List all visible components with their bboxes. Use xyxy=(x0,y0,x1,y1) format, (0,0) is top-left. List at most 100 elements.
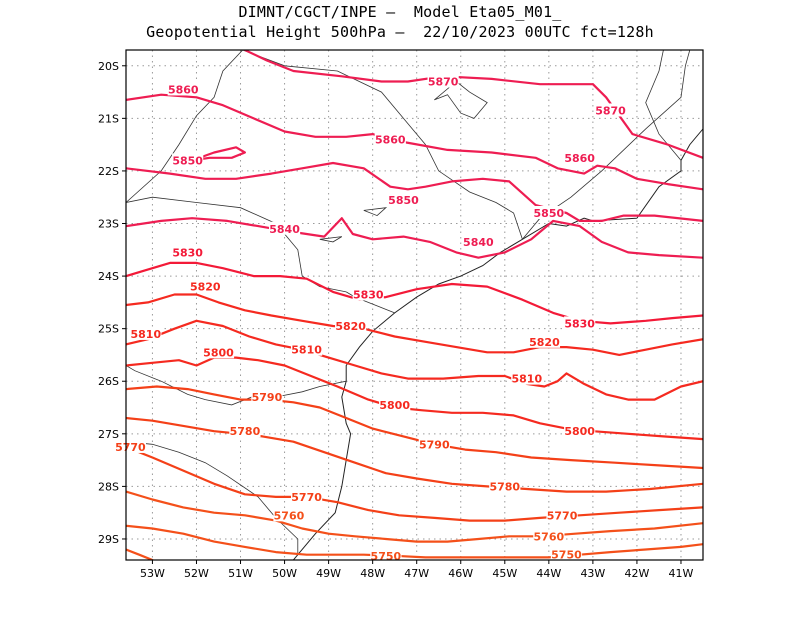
y-tick-label: 21S xyxy=(98,112,119,125)
axis-ticks: 53W 52W 51W 50W 49W 48W 47W 46W 45W 44W 43W 42W 41W 2… xyxy=(98,60,694,580)
contour-label: 5850 xyxy=(388,194,419,207)
contour-label-background xyxy=(594,103,627,117)
contour-label: 5830 xyxy=(564,317,595,330)
contour-label: 5860 xyxy=(168,83,199,96)
contour-line-5830 xyxy=(126,261,703,325)
contour-line-5860 xyxy=(126,93,703,191)
y-tick-label: 28S xyxy=(98,480,119,493)
contour-label: 5840 xyxy=(269,223,300,236)
contour-label: 5860 xyxy=(375,133,406,146)
contour-line-5850 xyxy=(126,161,703,222)
contour-label-background xyxy=(290,342,323,356)
contour-label-background xyxy=(387,192,420,206)
contour-label-background xyxy=(564,424,596,438)
x-tick-label: 47W xyxy=(404,567,429,580)
contour-label-background xyxy=(374,132,406,146)
contour-label-background xyxy=(533,205,565,219)
x-tick-label: 41W xyxy=(669,567,694,580)
state-border xyxy=(126,365,347,406)
x-tick-label: 52W xyxy=(184,567,209,580)
contour-label: 5770 xyxy=(547,509,578,522)
x-tick-label: 49W xyxy=(316,567,341,580)
contour-line-5760 xyxy=(126,490,703,543)
contour-label: 5770 xyxy=(115,441,146,454)
contour-label-background xyxy=(489,479,521,493)
contour-label: 5810 xyxy=(512,373,543,386)
contour-label-background xyxy=(290,489,323,503)
contour-line-5840 xyxy=(126,217,703,259)
contour-label-background xyxy=(202,345,235,359)
reservoir-outline xyxy=(363,207,388,217)
contour-label-background xyxy=(273,508,305,522)
state-border xyxy=(645,50,682,161)
contour-label-background xyxy=(352,287,384,301)
y-tick-label: 26S xyxy=(98,375,119,388)
contour-label: 5870 xyxy=(428,76,459,89)
state-border xyxy=(126,441,299,555)
x-tick-label: 53W xyxy=(140,567,165,580)
y-tick-label: 24S xyxy=(98,270,119,283)
contour-label: 5760 xyxy=(534,530,565,543)
contour-label: 5850 xyxy=(534,207,565,220)
contour-label-background xyxy=(564,316,596,330)
contour-label: 5750 xyxy=(371,550,402,563)
contour-label: 5760 xyxy=(274,509,305,522)
state-border xyxy=(242,50,523,240)
chart-title-line-1: DIMNT/CGCT/INPE – Model Eta05_M01_ xyxy=(238,3,562,21)
state-border xyxy=(126,196,347,293)
contour-label-background xyxy=(229,424,261,438)
y-tick-label: 22S xyxy=(98,165,119,178)
contour-label: 5810 xyxy=(131,328,162,341)
plot-frame xyxy=(125,49,704,561)
contour-line-5750 xyxy=(126,548,154,560)
contour-label: 5810 xyxy=(291,344,322,357)
contour-line-5810 xyxy=(126,319,703,401)
contour-line-5790 xyxy=(126,385,703,470)
contour-label: 5870 xyxy=(595,104,626,117)
y-tick-label: 20S xyxy=(98,60,119,73)
contour-label: 5850 xyxy=(172,154,203,167)
x-tick-label: 43W xyxy=(580,567,605,580)
coastline xyxy=(293,128,703,560)
contour-label: 5800 xyxy=(564,425,595,438)
x-tick-label: 50W xyxy=(272,567,297,580)
contour-line-5870 xyxy=(243,50,703,159)
contour-label-background xyxy=(528,334,561,348)
contour-label-background xyxy=(427,74,459,88)
contour-label: 5820 xyxy=(190,281,221,294)
contour-label-background xyxy=(251,390,283,404)
contour-label-background xyxy=(130,326,162,340)
x-tick-label: 44W xyxy=(536,567,561,580)
y-tick-label: 27S xyxy=(98,428,119,441)
contour-label-background xyxy=(533,529,565,543)
contour-label-background xyxy=(546,508,578,522)
contour-label: 5830 xyxy=(353,288,384,301)
contour-line-5820 xyxy=(126,293,703,356)
contour-label-background xyxy=(189,279,221,293)
contour-label-background xyxy=(418,437,450,451)
contour-line-5850 xyxy=(191,146,246,162)
contour-label: 5820 xyxy=(335,320,366,333)
contour-label-background xyxy=(172,153,204,167)
contour-line-5800 xyxy=(126,356,703,441)
contour-layer xyxy=(126,50,703,560)
contour-label-background xyxy=(335,319,367,333)
contour-label-background xyxy=(511,371,543,385)
x-tick-label: 45W xyxy=(492,567,517,580)
contour-label: 5780 xyxy=(230,425,261,438)
state-border xyxy=(126,50,243,203)
contour-label: 5860 xyxy=(564,152,595,165)
contour-label-background xyxy=(114,439,147,453)
y-tick-label: 23S xyxy=(98,218,119,231)
contour-label: 5750 xyxy=(551,549,582,562)
contour-line-5770 xyxy=(126,445,703,522)
x-tick-label: 48W xyxy=(360,567,385,580)
contour-label: 5790 xyxy=(252,391,283,404)
contour-label-background xyxy=(379,397,411,411)
contour-label: 5830 xyxy=(172,246,203,259)
contour-label-background xyxy=(167,82,199,96)
contour-labels: 5870 5870 5860 5860 5860 5850 5850 5850 5840 5840… xyxy=(114,74,627,563)
contour-line-5780 xyxy=(126,416,703,493)
contour-label: 5820 xyxy=(529,336,560,349)
